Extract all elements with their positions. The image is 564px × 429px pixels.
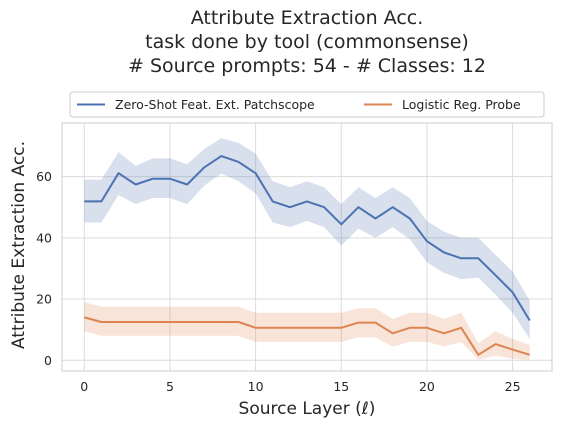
- plot-area: 0 5 10 15 20 25 0 20 40 60: [36, 122, 553, 394]
- x-tick-label: 15: [333, 379, 349, 394]
- plot-background: [62, 123, 552, 371]
- y-tick-label: 40: [36, 230, 52, 245]
- x-tick-label: 10: [248, 379, 264, 394]
- x-tick-label: 0: [80, 379, 88, 394]
- y-tick-label: 0: [44, 353, 52, 368]
- confidence-band-series-2: [84, 302, 530, 360]
- x-tick-label: 20: [419, 379, 435, 394]
- chart-title-line-1: Attribute Extraction Acc.: [191, 7, 424, 29]
- x-tick-label: 25: [505, 379, 521, 394]
- confidence-band-series-1: [84, 138, 530, 339]
- line-series-2: [84, 316, 530, 356]
- y-axis-label: Attribute Extraction Acc.: [9, 141, 29, 349]
- y-tick-label: 60: [36, 169, 52, 184]
- x-tick-label: 5: [166, 379, 174, 394]
- y-tick-label: 20: [36, 292, 52, 307]
- chart-title-line-3: # Source prompts: 54 - # Classes: 12: [128, 55, 486, 77]
- plot-frame: [61, 122, 553, 372]
- legend-label-series-2: Logistic Reg. Probe: [402, 97, 521, 112]
- legend-frame: [69, 91, 545, 118]
- legend-label-series-1: Zero-Shot Feat. Ext. Patchscope: [115, 97, 315, 112]
- line-series-1: [84, 155, 531, 322]
- legend: Zero-Shot Feat. Ext. Patchscope Logistic…: [69, 91, 545, 118]
- x-axis-label: Source Layer (ℓ): [239, 399, 376, 419]
- chart-title-line-2: task done by tool (commonsense): [145, 31, 469, 53]
